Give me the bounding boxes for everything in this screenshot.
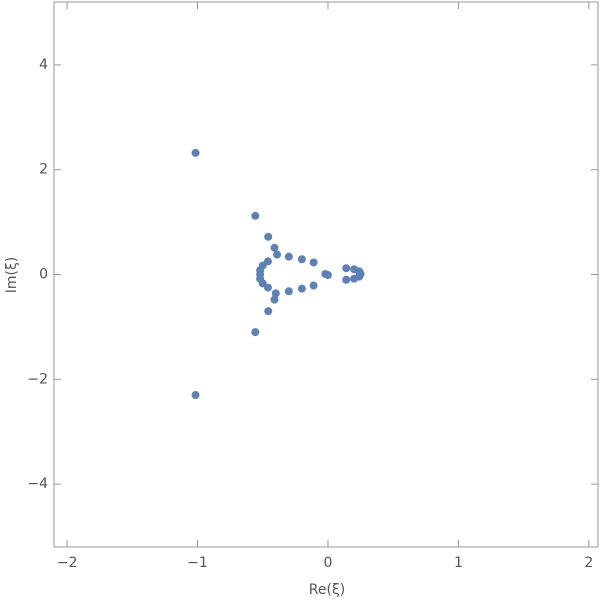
x-tick-label: 2 — [584, 555, 593, 571]
y-tick-label: 4 — [39, 57, 48, 73]
point — [271, 289, 280, 298]
point — [270, 295, 279, 304]
point — [342, 275, 351, 284]
point — [264, 307, 273, 316]
point — [297, 255, 306, 264]
point — [284, 252, 293, 261]
point — [309, 281, 318, 290]
y-tick-label: 2 — [39, 162, 48, 178]
y-tick-label: −2 — [27, 371, 48, 387]
point — [356, 269, 365, 278]
y-axis-label: Im(ξ) — [4, 257, 20, 294]
point — [270, 243, 279, 252]
x-tick-label: 1 — [454, 555, 463, 571]
x-axis-label: Re(ξ) — [309, 582, 345, 598]
x-tick-label: −2 — [57, 555, 78, 571]
y-tick-label: 0 — [39, 267, 48, 283]
point — [251, 211, 260, 220]
x-tick-label: 0 — [323, 555, 332, 571]
point — [191, 391, 200, 400]
point — [323, 271, 332, 280]
point — [273, 250, 282, 259]
point — [309, 258, 318, 267]
point — [191, 148, 200, 157]
point — [251, 328, 260, 337]
y-tick-label: −4 — [27, 476, 48, 492]
x-tick-label: −1 — [187, 555, 208, 571]
point — [284, 287, 293, 296]
point — [297, 284, 306, 293]
point — [256, 270, 265, 279]
point — [264, 232, 273, 241]
point — [342, 264, 351, 273]
